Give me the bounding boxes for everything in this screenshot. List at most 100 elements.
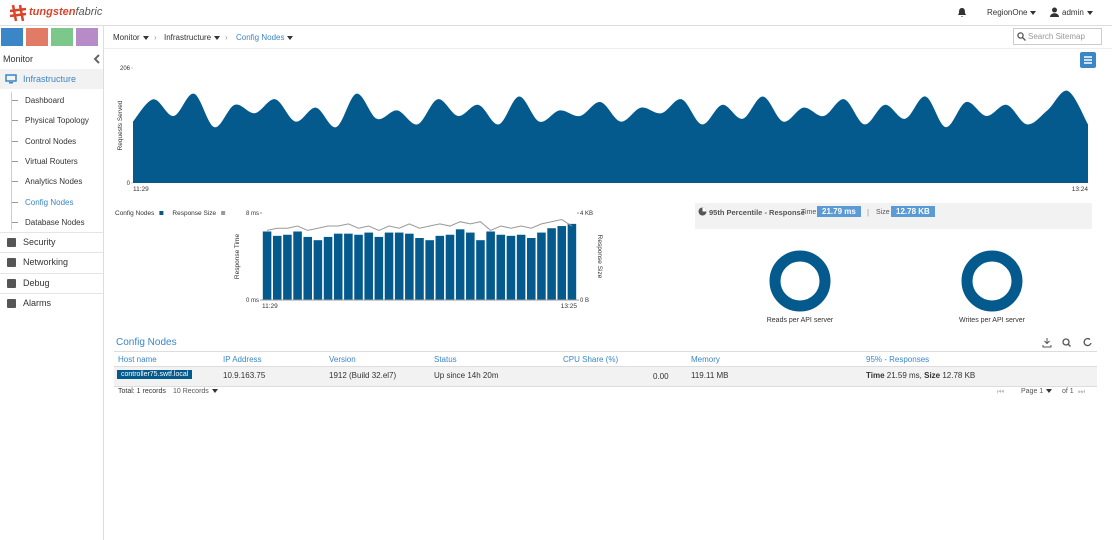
bar <box>455 229 465 300</box>
y-tick-label: 0 ms <box>246 298 259 304</box>
bar <box>405 233 414 300</box>
bar <box>272 235 282 300</box>
group-icon <box>7 278 16 288</box>
sidebar-item[interactable]: Dashboard <box>25 96 65 105</box>
refresh-icon[interactable] <box>1083 337 1092 347</box>
monitor-icon <box>5 74 17 84</box>
group-icon <box>7 258 16 268</box>
chart-menu[interactable] <box>1080 52 1096 68</box>
x-tick-label: 13:25 <box>561 303 578 310</box>
page-size[interactable]: 10 Records <box>173 388 218 395</box>
cell: Time 21.59 ms, Size 12.78 KB <box>866 371 975 380</box>
user-menu[interactable]: admin <box>1062 8 1093 17</box>
y-axis-label: Response Time <box>234 234 241 280</box>
collapse-icon[interactable] <box>93 54 100 64</box>
tree-line <box>11 120 18 122</box>
bar <box>364 232 373 300</box>
percentile-sep: | <box>867 208 870 217</box>
cell-key: Size <box>924 371 941 380</box>
page-select[interactable]: Page 1 <box>1021 388 1052 395</box>
sidebar-item[interactable]: Analytics Nodes <box>25 177 83 187</box>
sidebar-item[interactable]: Physical Topology <box>25 116 89 126</box>
brand-bold: tungsten <box>29 6 76 18</box>
sidebar: Monitor Infrastructure Dashboard Physical… <box>0 26 104 540</box>
bar <box>354 234 363 300</box>
bar <box>506 235 516 300</box>
search-icon[interactable] <box>1062 338 1070 346</box>
crumb-sep: › <box>225 33 228 42</box>
tree-line <box>11 100 18 101</box>
group-icon <box>7 298 16 308</box>
x-tick-label: 11:29 <box>262 303 278 310</box>
donut <box>961 250 1023 312</box>
bell-icon[interactable] <box>957 7 967 18</box>
area <box>133 90 1088 183</box>
legend-label: Response Size <box>172 210 216 217</box>
top-bar: tungstenfabric RegionOne admin <box>0 0 1112 26</box>
table-row <box>114 366 1097 387</box>
sidebar-group[interactable]: Alarms <box>23 297 52 308</box>
column-header[interactable]: Host name <box>118 355 157 364</box>
column-header[interactable]: CPU Share (%) <box>563 355 619 364</box>
column-header[interactable]: Version <box>329 355 356 364</box>
query-tab[interactable] <box>76 28 98 46</box>
bar <box>526 238 536 300</box>
sidebar-item[interactable]: Database Nodes <box>25 217 85 227</box>
bar <box>293 231 302 300</box>
search-box[interactable]: Search Sitemap <box>1013 28 1102 45</box>
column-header[interactable]: 95% - Responses <box>866 355 930 364</box>
sidebar-group[interactable]: Networking <box>23 257 69 268</box>
donuts: Reads per API server Writes per API serv… <box>767 250 1026 324</box>
legend-swatch <box>221 211 226 215</box>
sidebar-group[interactable]: Debug <box>23 277 50 288</box>
active-group-bg <box>0 69 103 89</box>
region-menu[interactable]: RegionOne <box>987 8 1036 17</box>
cell: 1912 (Build 32.el7) <box>329 371 397 380</box>
bar <box>333 233 343 300</box>
tree-line <box>11 92 12 230</box>
tree-line <box>11 140 18 142</box>
table-tools <box>1042 337 1092 348</box>
bar <box>415 238 424 300</box>
pager-first[interactable]: ⏮ <box>997 387 1005 396</box>
cell-val: 21.59 ms, <box>884 371 925 380</box>
crumb[interactable]: Infrastructure <box>164 33 220 42</box>
pager-last[interactable]: ⏭ <box>1078 387 1086 396</box>
search-icon <box>1017 32 1026 41</box>
sidebar-item[interactable]: Config Nodes <box>25 197 74 207</box>
y-tick-label: 206 <box>120 66 131 72</box>
bar <box>323 236 333 300</box>
column-header[interactable]: Memory <box>691 355 720 364</box>
bar <box>283 234 292 300</box>
sidebar-group[interactable]: Infrastructure <box>23 74 77 84</box>
sidebar-item[interactable]: Virtual Routers <box>25 156 78 166</box>
bar <box>557 226 567 300</box>
configure-tab[interactable] <box>26 28 48 46</box>
sidebar-item[interactable]: Control Nodes <box>25 136 77 146</box>
donut-label: Writes per API server <box>959 317 1026 324</box>
crumb-sep: › <box>154 33 157 42</box>
host-badge[interactable]: controller75.swtf.local <box>117 370 193 379</box>
column-header[interactable]: IP Address <box>223 355 262 364</box>
cell-key: Time <box>866 371 885 380</box>
monitor-tab[interactable] <box>1 28 23 46</box>
settings-tab[interactable] <box>51 28 73 46</box>
bar <box>394 232 404 300</box>
bar <box>374 236 384 300</box>
bar <box>516 234 526 300</box>
line <box>266 218 573 231</box>
cell: 0.00 <box>653 372 669 381</box>
crumb[interactable]: Monitor <box>113 33 149 42</box>
download-icon[interactable] <box>1042 338 1052 348</box>
total: Total: 1 records <box>118 388 166 395</box>
tree-line <box>11 221 18 223</box>
x-tick-label: 11:29 <box>133 186 149 193</box>
legend-swatch <box>159 211 164 215</box>
group-rule <box>0 232 103 233</box>
percentile-time-label: Time <box>801 209 817 216</box>
bar <box>435 235 445 300</box>
tree-line <box>11 181 18 183</box>
column-header[interactable]: Status <box>434 355 457 364</box>
crumb[interactable]: Config Nodes <box>236 33 293 42</box>
sidebar-group[interactable]: Security <box>23 237 56 247</box>
